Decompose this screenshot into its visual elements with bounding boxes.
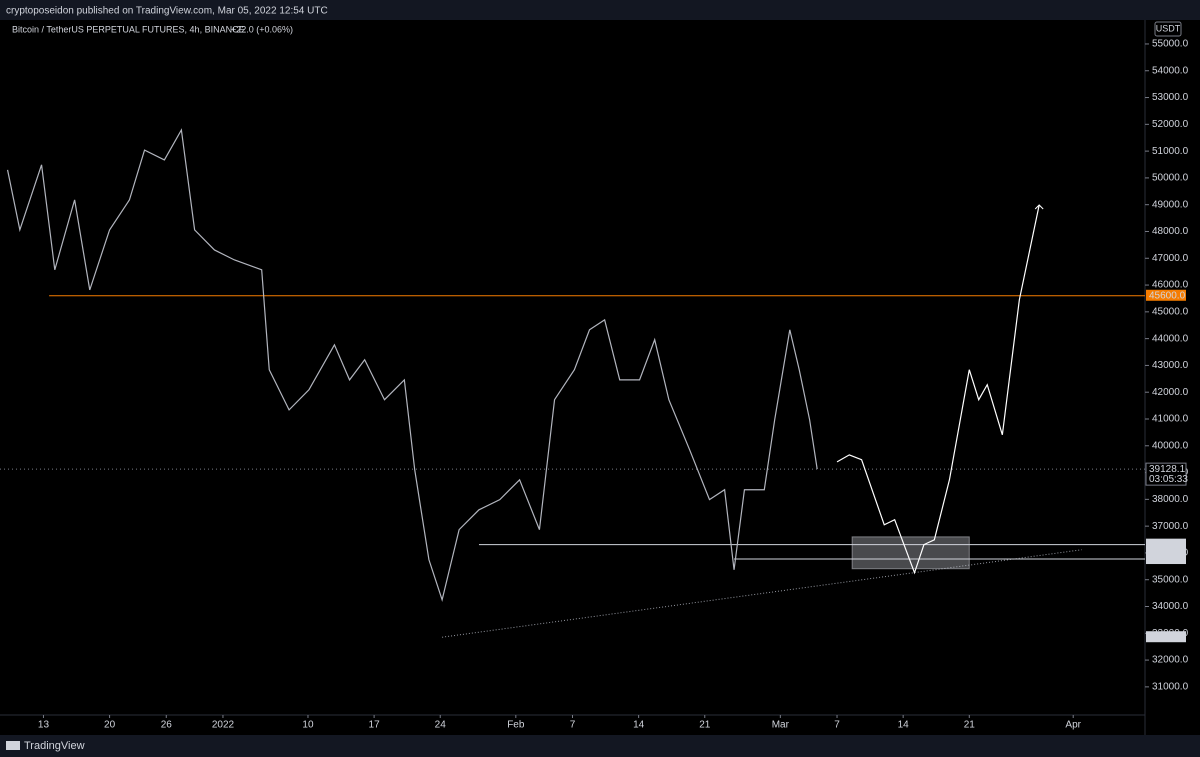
symbol: Bitcoin / TetherUS PERPETUAL FUTURES, 4h… [12,24,245,34]
x-tick-label: 14 [898,720,910,731]
y-tick-label: 55000.0 [1152,39,1189,50]
level-label: 32853.8 [1149,632,1186,643]
arrow-head [1034,204,1044,210]
currency: USDT [1156,23,1181,33]
y-tick-label: 52000.0 [1152,119,1189,130]
x-tick-label: 17 [369,720,381,731]
y-tick-label: 43000.0 [1152,360,1189,371]
y-tick-label: 54000.0 [1152,65,1189,76]
change: +22.0 (+0.06%) [231,24,293,34]
level-label: 35772.4 [1149,554,1186,565]
x-tick-label: Mar [772,720,790,731]
y-tick-label: 48000.0 [1152,226,1189,237]
y-tick-label: 31000.0 [1152,682,1189,693]
y-tick-label: 34000.0 [1152,601,1189,612]
level-label-bg [1146,544,1186,556]
y-tick-label: 44000.0 [1152,333,1189,344]
y-tick-label: 46000.0 [1152,280,1189,291]
level-label-bg [1146,631,1186,643]
level-label-bg [1145,462,1187,486]
projection-line [836,204,1040,575]
trendline [442,549,1082,638]
y-tick-label: 37000.0 [1152,521,1189,532]
x-tick-label: 13 [38,720,50,731]
y-tick-label: 32000.0 [1152,655,1189,666]
countdown: 03:05:33 [1149,474,1188,485]
level-label-bg [1146,538,1186,550]
level-label: 39128.1 [1149,464,1186,475]
level-label: 36087.1 [1149,545,1186,556]
x-tick-label: 10 [302,720,314,731]
publisher: cryptoposeidon published on TradingView.… [6,6,328,17]
y-tick-label: 42000.0 [1152,387,1189,398]
y-tick-label: 51000.0 [1152,146,1189,157]
x-tick-label: 21 [964,720,976,731]
y-tick-label: 53000.0 [1152,92,1189,103]
x-tick-label: 2022 [212,720,235,731]
top-bar [0,0,1200,20]
brand: TradingView [24,740,85,752]
y-tick-label: 50000.0 [1152,173,1189,184]
y-tick-label: 49000.0 [1152,199,1189,210]
price-line [6,128,818,602]
currency-box [1154,21,1182,37]
y-tick-label: 35000.0 [1152,574,1189,585]
y-tick-label: 45000.0 [1152,306,1189,317]
footer-bar [0,735,1200,757]
level-label-bg [1146,553,1186,565]
y-tick-label: 40000.0 [1152,440,1189,451]
y-tick-label: 41000.0 [1152,414,1189,425]
x-tick-label: 14 [633,720,645,731]
y-tick-label: 47000.0 [1152,253,1189,264]
level-label: 45600.0 [1149,290,1186,301]
x-tick-label: 7 [570,720,576,731]
y-tick-label: 38000.0 [1152,494,1189,505]
logo [6,741,20,750]
x-tick-label: 7 [834,720,840,731]
x-tick-label: Feb [507,720,525,731]
x-tick-label: 24 [435,720,447,731]
x-tick-label: 20 [104,720,116,731]
level-label-bg [1146,289,1186,301]
x-tick-label: Apr [1065,720,1081,731]
x-tick-label: 26 [161,720,173,731]
x-tick-label: 21 [699,720,711,731]
